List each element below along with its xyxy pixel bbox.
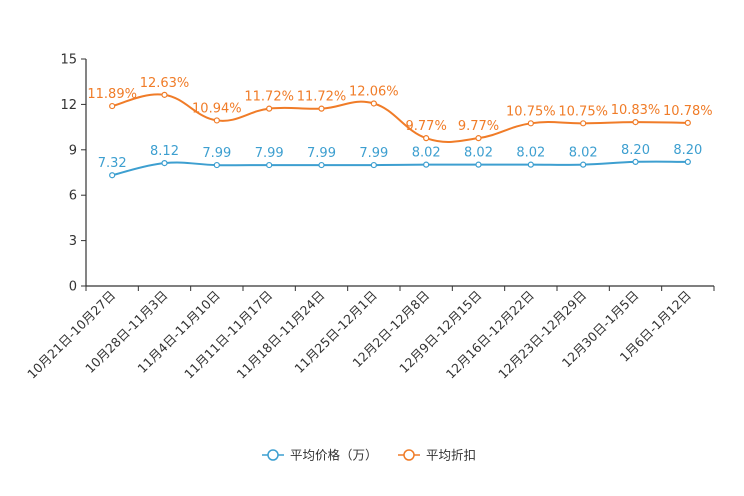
y-tick-label: 15 xyxy=(60,53,77,68)
data-label: 7.32 xyxy=(98,156,127,171)
data-label: 9.77% xyxy=(406,119,447,134)
data-label: 8.02 xyxy=(516,146,545,161)
data-point[interactable] xyxy=(213,117,220,124)
data-point[interactable] xyxy=(161,91,168,98)
x-tick-label: 10月21日-10月27日 xyxy=(24,288,118,382)
data-point[interactable] xyxy=(684,119,691,126)
data-label: 7.99 xyxy=(307,146,336,161)
x-tick-label: 12月23日-12月29日 xyxy=(495,288,589,382)
legend-marker-icon xyxy=(403,449,415,461)
data-point[interactable] xyxy=(580,161,587,168)
y-tick-label: 3 xyxy=(69,234,77,249)
legend-item-1[interactable]: 平均折扣 xyxy=(398,448,476,463)
data-label: 7.99 xyxy=(359,146,388,161)
data-label: 11.72% xyxy=(244,90,294,105)
data-label: 11.72% xyxy=(297,90,347,105)
data-point[interactable] xyxy=(213,161,220,169)
data-label: 9.77% xyxy=(458,119,499,134)
data-label: 8.20 xyxy=(673,143,702,158)
series-0: 7.32 8.12 7.99 7.99 7.99 7.99 8.02 8.02 8.02 8.02… xyxy=(98,143,702,179)
data-label: 8.20 xyxy=(621,143,650,158)
data-label: 8.02 xyxy=(569,146,598,161)
y-tick-label: 12 xyxy=(60,98,77,113)
data-point[interactable] xyxy=(527,161,534,168)
legend-marker-icon xyxy=(267,449,279,461)
data-point[interactable] xyxy=(423,135,430,142)
y-axis: 0 3 6 9 12 15 xyxy=(60,53,87,295)
x-tick-label: 11月11日-11月17日 xyxy=(181,288,275,382)
data-label: 10.75% xyxy=(506,104,556,119)
data-label: 8.02 xyxy=(412,146,441,161)
data-point[interactable] xyxy=(475,135,482,142)
series-1: 11.89%12.63%10.94%11.72% 11.72% 12.06%9.77… xyxy=(87,76,713,143)
data-label: 7.99 xyxy=(202,146,231,161)
series-line xyxy=(111,160,688,177)
legend-item-0[interactable]: 平均价格（万） xyxy=(262,448,378,463)
data-label: 8.02 xyxy=(464,146,493,161)
data-point[interactable] xyxy=(318,161,325,169)
series-layer: 7.32 8.12 7.99 7.99 7.99 7.99 8.02 8.02 8.02 8.02… xyxy=(87,76,713,179)
data-point[interactable] xyxy=(370,161,377,169)
data-label: 10.75% xyxy=(558,104,608,119)
x-tick-label: 12月16日-12月22日 xyxy=(443,288,537,382)
data-point[interactable] xyxy=(266,161,273,169)
data-label: 10.78% xyxy=(663,104,713,119)
y-tick-label: 6 xyxy=(69,189,77,204)
data-label: 10.83% xyxy=(611,103,661,118)
legend-label: 平均价格（万） xyxy=(290,448,378,463)
data-label: 12.63% xyxy=(140,76,190,91)
data-point[interactable] xyxy=(266,105,273,112)
data-label: 12.06% xyxy=(349,84,399,99)
y-tick-label: 0 xyxy=(69,280,77,295)
data-label: 7.99 xyxy=(255,146,284,161)
data-point[interactable] xyxy=(632,158,639,166)
data-point[interactable] xyxy=(632,119,639,126)
legend: 平均价格（万） 平均折扣 xyxy=(262,448,476,463)
data-label: 11.89% xyxy=(87,87,137,102)
x-axis: 10月21日-10月27日10月28日-11月3日11月4日-11月10日11月… xyxy=(24,285,715,382)
legend-label: 平均折扣 xyxy=(426,448,476,463)
data-point[interactable] xyxy=(318,105,325,112)
data-point[interactable] xyxy=(580,120,587,127)
data-point[interactable] xyxy=(161,160,168,167)
data-point[interactable] xyxy=(109,172,116,179)
data-label: 8.12 xyxy=(150,144,179,159)
data-point[interactable] xyxy=(684,158,691,166)
x-tick-label: 11月18日-11月24日 xyxy=(233,288,327,382)
data-point[interactable] xyxy=(109,102,116,110)
data-point[interactable] xyxy=(370,100,377,107)
data-point[interactable] xyxy=(527,120,534,127)
y-tick-label: 9 xyxy=(69,143,77,158)
data-point[interactable] xyxy=(475,161,482,168)
data-point[interactable] xyxy=(423,161,430,168)
data-label: 10.94% xyxy=(192,101,242,116)
